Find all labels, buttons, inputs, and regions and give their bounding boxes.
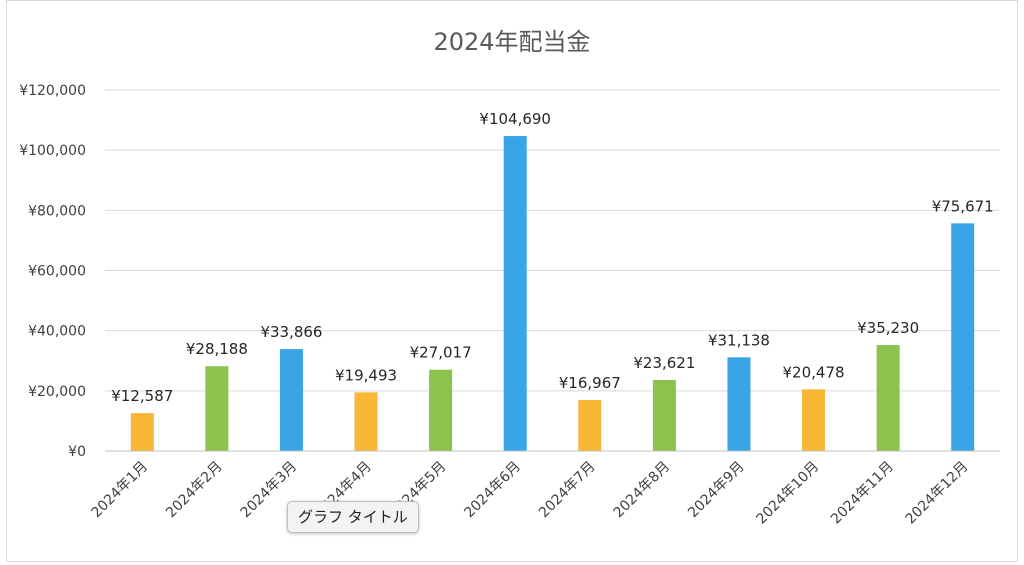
x-axis: 2024年1月 2024年2月 2024年3月 2024年4月 2024年5月 2024年… (89, 450, 1000, 528)
bar[interactable] (503, 136, 527, 451)
y-tick-label: ¥120,000 (19, 83, 86, 99)
x-tick-label: 2024年6月 (461, 459, 524, 522)
y-tick-label: ¥0 (68, 444, 86, 460)
bar[interactable] (279, 349, 303, 451)
bar-series[interactable] (130, 136, 975, 451)
data-label: ¥27,017 (410, 344, 472, 362)
data-labels: ¥12,587 ¥28,188 ¥33,866 ¥19,493 ¥27,017 ¥104,… (111, 110, 993, 405)
bar[interactable] (429, 369, 453, 451)
data-label: ¥12,587 (111, 387, 173, 405)
x-tick-label: 2024年11月 (828, 459, 897, 528)
x-tick-label: 2024年8月 (611, 459, 674, 522)
x-tick-label: 2024年12月 (903, 459, 972, 528)
bar[interactable] (802, 389, 826, 451)
bar[interactable] (205, 366, 229, 451)
gridlines (105, 89, 1000, 452)
data-label: ¥35,230 (857, 319, 919, 337)
x-tick-label: 2024年7月 (536, 459, 599, 522)
bar[interactable] (354, 392, 378, 451)
y-tick-label: ¥40,000 (28, 324, 86, 340)
y-axis: ¥0 ¥20,000 ¥40,000 ¥60,000 ¥80,000 ¥100,000 ¥1… (19, 83, 86, 460)
bar[interactable] (951, 223, 975, 451)
y-tick-label: ¥80,000 (28, 203, 86, 219)
data-label: ¥75,671 (932, 197, 994, 215)
data-label: ¥16,967 (559, 374, 621, 392)
x-tick-label: 2024年1月 (89, 459, 152, 522)
bar[interactable] (578, 399, 602, 451)
chart-title-tooltip: グラフ タイトル (287, 501, 419, 533)
data-label: ¥19,493 (335, 366, 397, 384)
data-label: ¥33,866 (260, 323, 322, 341)
bar[interactable] (727, 357, 751, 451)
data-label: ¥31,138 (708, 331, 770, 349)
data-label: ¥104,690 (479, 110, 551, 128)
bar[interactable] (130, 413, 154, 451)
x-tick-label: 2024年9月 (685, 459, 748, 522)
y-tick-label: ¥60,000 (28, 264, 86, 280)
x-tick-label: 2024年2月 (163, 459, 226, 522)
bar[interactable] (652, 379, 676, 451)
y-tick-label: ¥20,000 (28, 384, 86, 400)
data-label: ¥28,188 (186, 340, 248, 358)
data-label: ¥23,621 (633, 354, 695, 372)
x-tick-label: 2024年10月 (753, 459, 822, 528)
bar[interactable] (876, 345, 900, 451)
chart-title[interactable]: 2024年配当金 (433, 28, 590, 56)
y-tick-label: ¥100,000 (19, 143, 86, 159)
data-label: ¥20,478 (783, 363, 845, 381)
